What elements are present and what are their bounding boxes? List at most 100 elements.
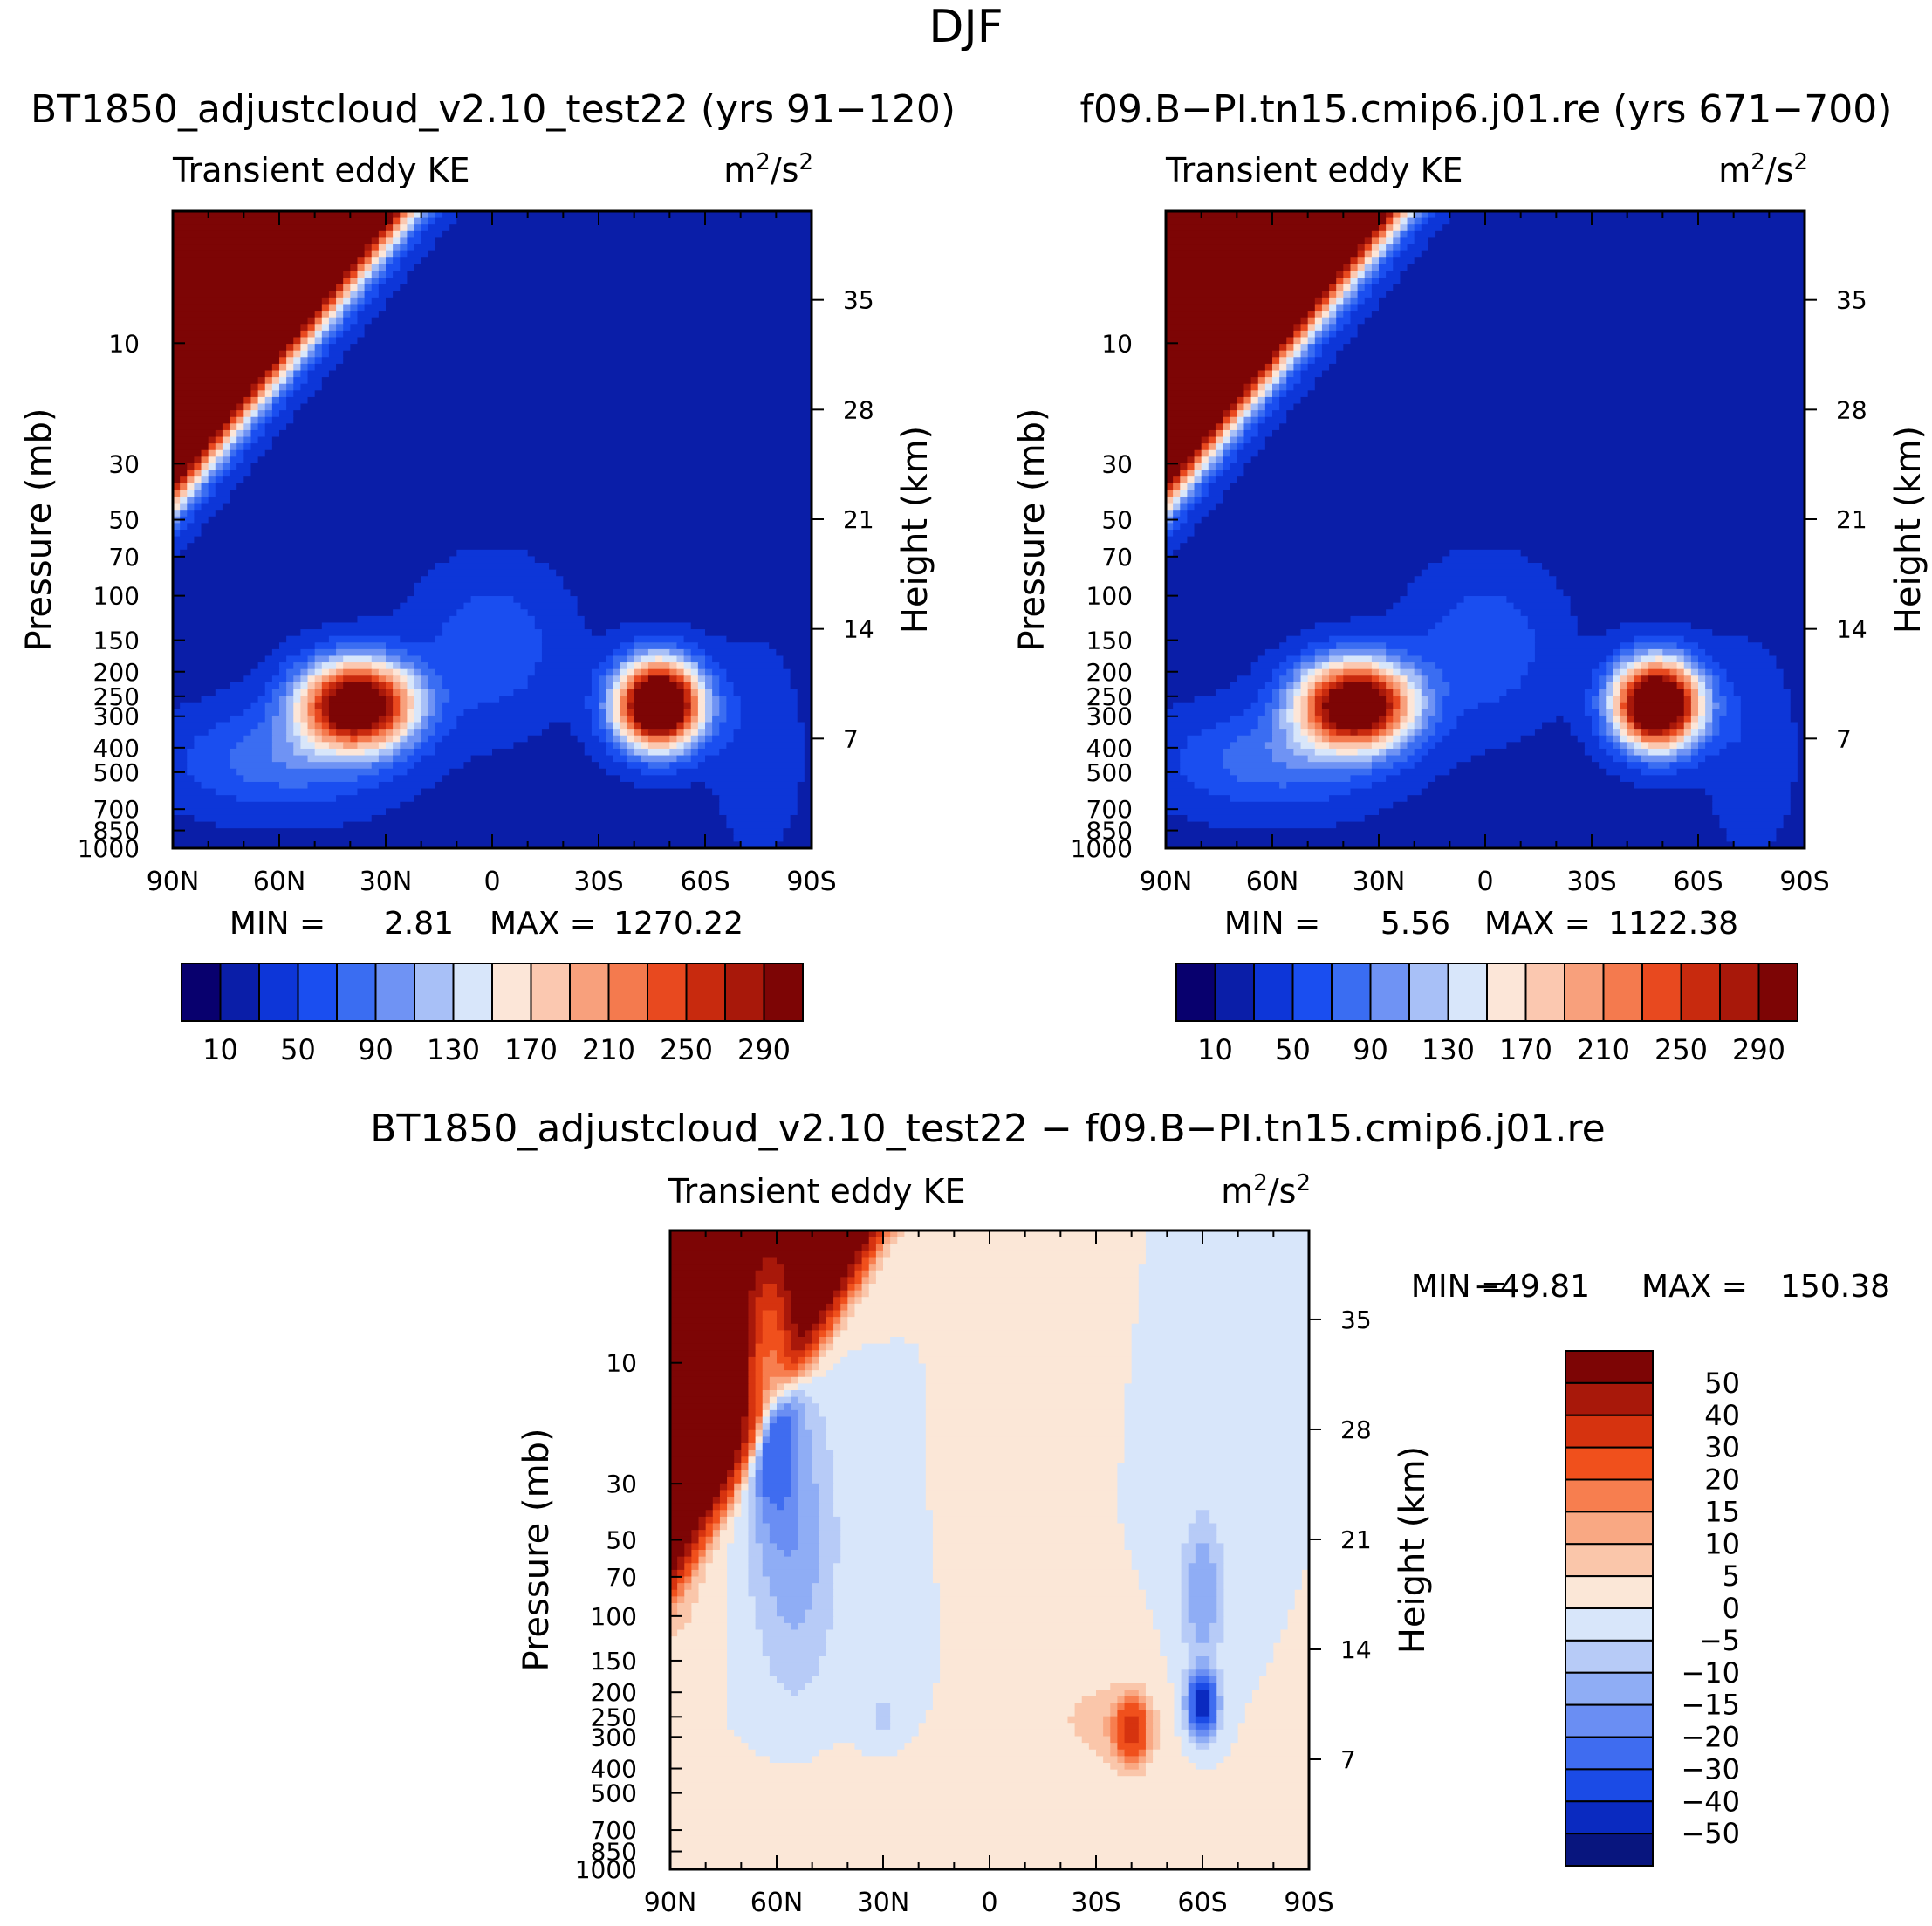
heatmap-cell: [435, 781, 635, 790]
heatmap-cell: [1272, 722, 1280, 730]
heatmap-cell: [271, 715, 287, 723]
right-axis-title: Height (km): [1888, 426, 1929, 634]
heatmap-cell: [201, 476, 209, 484]
heatmap-cell: [173, 436, 209, 444]
heatmap-cell: [173, 635, 287, 644]
heatmap-cell: [925, 1477, 1119, 1484]
heatmap-cell: [1237, 443, 1245, 451]
heatmap-cell: [684, 1569, 693, 1578]
heatmap-cell: [257, 390, 266, 398]
heatmap-cell: [250, 443, 273, 451]
heatmap-cell: [1329, 682, 1337, 690]
heatmap-cell: [875, 1244, 884, 1251]
heatmap-cell: [321, 729, 330, 737]
heatmap-cell: [1456, 762, 1600, 770]
heatmap-cell: [847, 1290, 856, 1299]
heatmap-cell: [798, 1523, 820, 1531]
y-tick-label: 700: [93, 795, 140, 824]
heatmap-cell: [798, 1356, 806, 1365]
heatmap-cell: [748, 1589, 771, 1598]
heatmap-cell: [670, 1842, 1310, 1850]
heatmap-cell: [791, 1622, 799, 1631]
heatmap-cell: [1180, 748, 1223, 757]
heatmap-cell: [257, 410, 266, 418]
heatmap-cell: [805, 1363, 813, 1371]
heatmap-cell: [1712, 689, 1721, 696]
heatmap-cell: [1138, 1696, 1147, 1704]
heatmap-cell: [1520, 735, 1579, 744]
heatmap-cell: [293, 729, 302, 737]
heatmap-cell: [1414, 762, 1458, 770]
heatmap-cell: [840, 1284, 849, 1292]
heatmap-cell: [819, 1483, 834, 1491]
heatmap-cell: [762, 1463, 792, 1471]
heatmap-cell: [1634, 722, 1642, 730]
heatmap-cell: [1386, 742, 1394, 750]
heatmap-cell: [1414, 696, 1422, 703]
heatmap-cell: [307, 735, 316, 744]
heatmap-cell: [414, 244, 436, 252]
heatmap-cell: [741, 1497, 750, 1504]
heatmap-cell: [215, 722, 259, 730]
heatmap-cell: [1733, 841, 1771, 849]
heatmap-cell: [215, 449, 223, 458]
heatmap-cell: [257, 722, 273, 730]
heatmap-cell: [1138, 1317, 1310, 1325]
colorbar-label: 15: [1704, 1495, 1740, 1528]
heatmap-cell: [791, 1310, 820, 1318]
heatmap-cell: [1379, 257, 1387, 265]
heatmap-cell: [208, 516, 812, 524]
heatmap-cell: [208, 496, 230, 504]
heatmap-cell: [1726, 696, 1742, 703]
heatmap-cell: [798, 1543, 820, 1551]
heatmap-cell: [173, 330, 302, 339]
heatmap-cell: [180, 496, 188, 504]
heatmap-cell: [428, 211, 436, 219]
heatmap-cell: [250, 383, 259, 392]
heatmap-cell: [1124, 1523, 1189, 1531]
heatmap-cell: [719, 1516, 728, 1525]
heatmap-cell: [620, 662, 628, 670]
heatmap-cell: [805, 1330, 813, 1338]
heatmap-cell: [1336, 642, 1387, 650]
heatmap-cell: [328, 635, 401, 644]
heatmap-cell: [1272, 755, 1309, 763]
colorbar-box: [1565, 1446, 1654, 1481]
heatmap-cell: [215, 490, 230, 497]
heatmap-cell: [1421, 217, 1429, 225]
heatmap-cell: [173, 662, 259, 670]
heatmap-cell: [1620, 729, 1628, 737]
heatmap-cell: [670, 1250, 856, 1258]
heatmap-cell: [591, 675, 599, 683]
heatmap-cell: [1153, 1749, 1182, 1758]
heatmap-cell: [676, 722, 685, 730]
right-tick-label: 14: [1340, 1635, 1372, 1664]
heatmap-cell: [435, 748, 493, 757]
heatmap-cell: [798, 1436, 813, 1444]
heatmap-cell: [1442, 715, 1458, 723]
heatmap-cell: [1371, 781, 1429, 790]
heatmap-cell: [932, 1556, 1133, 1565]
heatmap-cell: [1181, 1710, 1189, 1717]
heatmap-cell: [173, 396, 245, 405]
heatmap-cell: [784, 1337, 792, 1345]
heatmap-cell: [854, 1310, 1140, 1318]
heatmap-cell: [1223, 1669, 1267, 1677]
heatmap-cell: [797, 788, 812, 796]
heatmap-cell: [691, 1603, 728, 1611]
heatmap-cell: [690, 702, 699, 710]
heatmap-cell: [449, 689, 515, 696]
heatmap-cell: [784, 1550, 792, 1558]
heatmap-cell: [1223, 1636, 1282, 1644]
heatmap-cell: [762, 1477, 792, 1484]
heatmap-cell: [812, 1330, 820, 1338]
heatmap-cell: [755, 1390, 764, 1398]
heatmap-cell: [1393, 801, 1714, 810]
heatmap-cell: [840, 1550, 934, 1558]
heatmap-cell: [1243, 436, 1252, 444]
heatmap-cell: [1279, 702, 1288, 710]
heatmap-cell: [1166, 357, 1273, 365]
heatmap-cell: [1592, 729, 1600, 737]
heatmap-cell: [812, 1477, 834, 1484]
heatmap-cell: [1300, 742, 1316, 750]
